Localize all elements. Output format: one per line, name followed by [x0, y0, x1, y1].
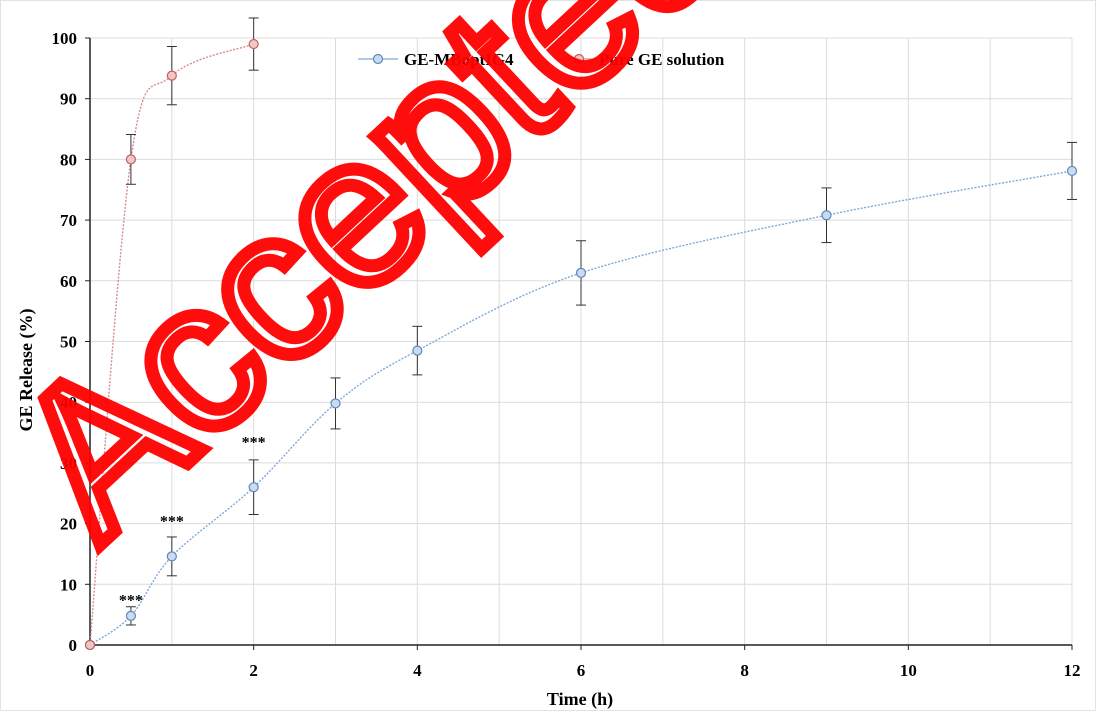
x-tick-label: 0: [86, 661, 95, 680]
data-point-0: [412, 345, 423, 356]
data-point-0: [125, 610, 137, 621]
data-point-1: [166, 70, 177, 81]
data-point-0: [330, 398, 341, 409]
axes: 0 10 20 30 40 50 60 70 80 90 100 0 2 4 6 8 10 12: [52, 29, 1081, 680]
y-tick-label: 20: [60, 515, 77, 534]
significance-label: ***: [242, 435, 266, 452]
y-tick-label: 0: [69, 636, 78, 655]
series-line-0: [89, 170, 1073, 646]
significance-label: ***: [119, 592, 143, 609]
significance-label: ***: [160, 514, 184, 531]
x-tick-label: 6: [577, 661, 586, 680]
y-axis-title: GE Release (%): [16, 309, 37, 432]
y-tick-label: 70: [60, 211, 77, 230]
legend-label-1: Pure GE solution: [599, 50, 725, 69]
series: *** *** ***: [84, 17, 1078, 651]
y-tick-label: 10: [60, 575, 77, 594]
x-tick-label: 12: [1064, 661, 1081, 680]
y-tick-label: 30: [60, 454, 77, 473]
y-tick-label: 80: [60, 150, 77, 169]
x-tick-label: 4: [413, 661, 422, 680]
data-point-0: [166, 551, 177, 562]
x-axis-title: Time (h): [547, 689, 613, 710]
legend-marker-1: [573, 53, 585, 65]
data-point-1: [125, 154, 137, 165]
y-tick-label: 50: [60, 333, 77, 352]
y-tick-label: 100: [52, 29, 78, 48]
y-tick-label: 40: [60, 393, 77, 412]
x-tick-label: 2: [249, 661, 258, 680]
y-tick-label: 90: [60, 90, 77, 109]
data-point-1: [248, 38, 259, 50]
x-tick-label: 8: [740, 661, 749, 680]
data-point-0: [575, 267, 587, 279]
legend-marker-0: [372, 53, 384, 65]
legend: GE-MBoptIG4 Pure GE solution: [358, 50, 725, 69]
x-tick-label: 10: [900, 661, 917, 680]
legend-label-0: GE-MBoptIG4: [404, 50, 514, 69]
data-point-1: [84, 639, 96, 651]
data-point-0: [821, 210, 832, 221]
data-point-0: [248, 482, 259, 493]
data-point-0: [1066, 165, 1078, 177]
y-tick-label: 60: [60, 272, 77, 291]
